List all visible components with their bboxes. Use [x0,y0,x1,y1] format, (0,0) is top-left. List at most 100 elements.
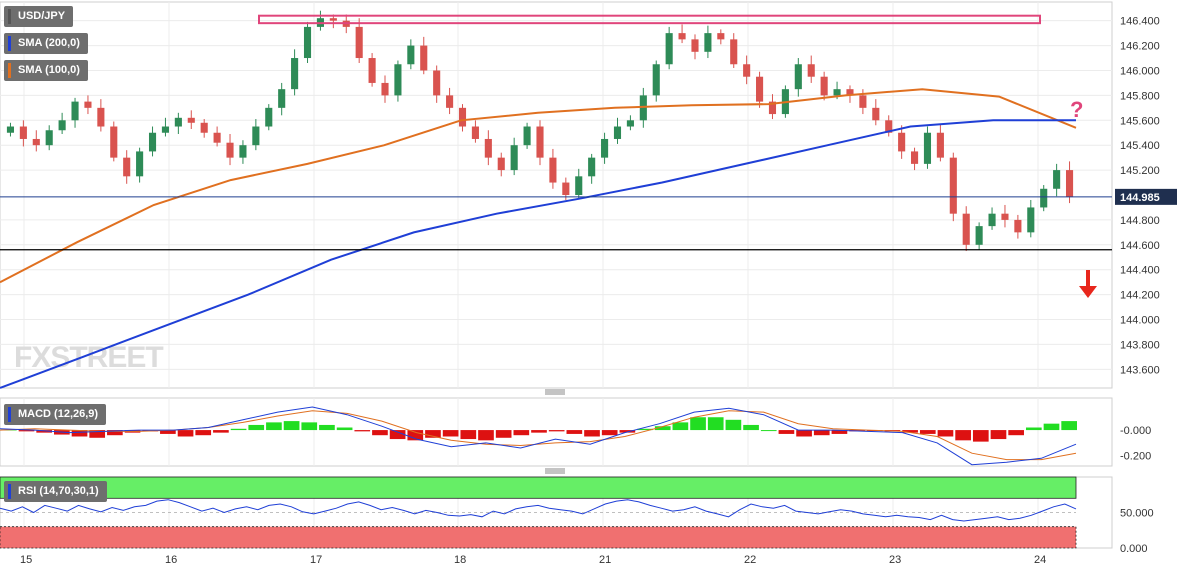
candle-body [962,213,970,245]
rsi-overbought-zone [0,476,1077,499]
candle-body [265,107,273,127]
candle-body [1001,213,1009,220]
candle-body [291,58,299,90]
candle-body [458,107,467,127]
candle-body [329,18,337,21]
candle-body [652,64,660,96]
candle-body [239,145,247,158]
candle-body [1065,170,1074,197]
macd-histogram-bar [213,430,229,433]
y-tick-label: 145.600 [1120,115,1160,127]
candle-body [97,107,105,127]
last-price-tag [1115,188,1177,205]
candle-body [704,33,712,52]
rsi-label: RSI (14,70,30,1) [4,481,107,502]
macd-histogram-bar [531,430,547,433]
candle-body [174,117,182,127]
macd-histogram-bar [336,427,353,431]
candle-body [756,76,764,102]
candle-body [911,151,919,164]
macd-histogram-bar [389,430,406,440]
macd-histogram-bar [796,430,812,437]
candle-body [6,126,15,133]
candle-body [949,157,957,214]
macd-histogram-bar [478,430,494,441]
candle-body [58,120,66,131]
macd-histogram-bar [813,430,830,436]
candle-body [32,138,40,146]
macd-histogram-bar [89,430,106,438]
macd-histogram-bar [1025,427,1042,431]
y-tick-label: 144.800 [1120,215,1160,227]
candle-body [1014,219,1022,233]
candle-body [562,182,570,195]
macd-histogram-bar [831,430,848,434]
candle-body [601,138,609,158]
candle-body [536,126,544,158]
candle-body [665,33,673,65]
macd-histogram-bar [513,430,530,436]
macd-histogram-bar [548,430,565,432]
last-price-label: 144.985 [1120,192,1160,204]
y-tick-label: 143.600 [1120,364,1160,376]
macd-histogram-bar [195,430,212,436]
candle-body [575,176,583,195]
rsi-tick-label: 0.000 [1120,543,1148,555]
macd-histogram-bar [319,424,335,431]
candle-body [368,58,376,83]
candle-body [730,39,738,65]
sma200-swatch [8,36,11,51]
watermark: FXSTREET [14,341,163,374]
candle-body [613,126,622,139]
symbol-label: USD/JPY [4,6,74,27]
y-tick-label: 144.400 [1120,265,1160,277]
candle-body [1027,207,1035,233]
candle-body [433,70,441,96]
macd-tick-label: -0.200 [1120,451,1151,463]
macd-histogram-bar [743,424,759,431]
macd-histogram-bar [937,430,954,437]
candle-body [549,157,557,183]
y-tick-label: 145.400 [1120,140,1160,152]
candle-body [110,126,118,158]
x-tick-label: 16 [165,554,177,566]
candle-body [226,142,234,158]
x-tick-label: 22 [744,554,756,566]
x-tick-label: 15 [20,554,32,566]
candle-body [833,89,841,96]
macd-histogram-bar [1008,430,1024,436]
candle-body [975,226,983,245]
rsi-oversold-zone [0,526,1077,549]
candle-body [45,130,53,146]
macd-histogram-bar [601,430,618,436]
x-tick-label: 24 [1034,554,1046,566]
macd-histogram-bar [584,430,600,437]
sma100-swatch [8,63,11,78]
macd-histogram-bar [972,430,989,442]
macd-histogram-bar [672,422,689,431]
candle-body [588,157,596,177]
candle-body [497,157,505,171]
macd-histogram-bar [1043,423,1060,431]
macd-histogram-bar [919,430,936,434]
candle-body [161,126,169,133]
candle-body [768,101,777,115]
price-panel: FXSTREET? [0,10,1112,389]
macd-histogram-bar [637,428,653,431]
candle-body [407,45,415,65]
candle-body [187,117,195,123]
candle-body [523,126,531,146]
macd-histogram-bar [990,430,1007,440]
candle-body [123,157,131,177]
candle-body [19,126,27,139]
candle-body [820,76,828,96]
macd-histogram-bar [566,430,583,434]
rsi-panel [0,476,1077,549]
y-tick-label: 146.200 [1120,41,1160,53]
macd-histogram-bar [1061,421,1077,431]
macd-histogram-bar [725,419,742,431]
macd-histogram-bar [71,430,88,437]
candle-body [626,120,634,127]
candle-body [936,132,944,158]
